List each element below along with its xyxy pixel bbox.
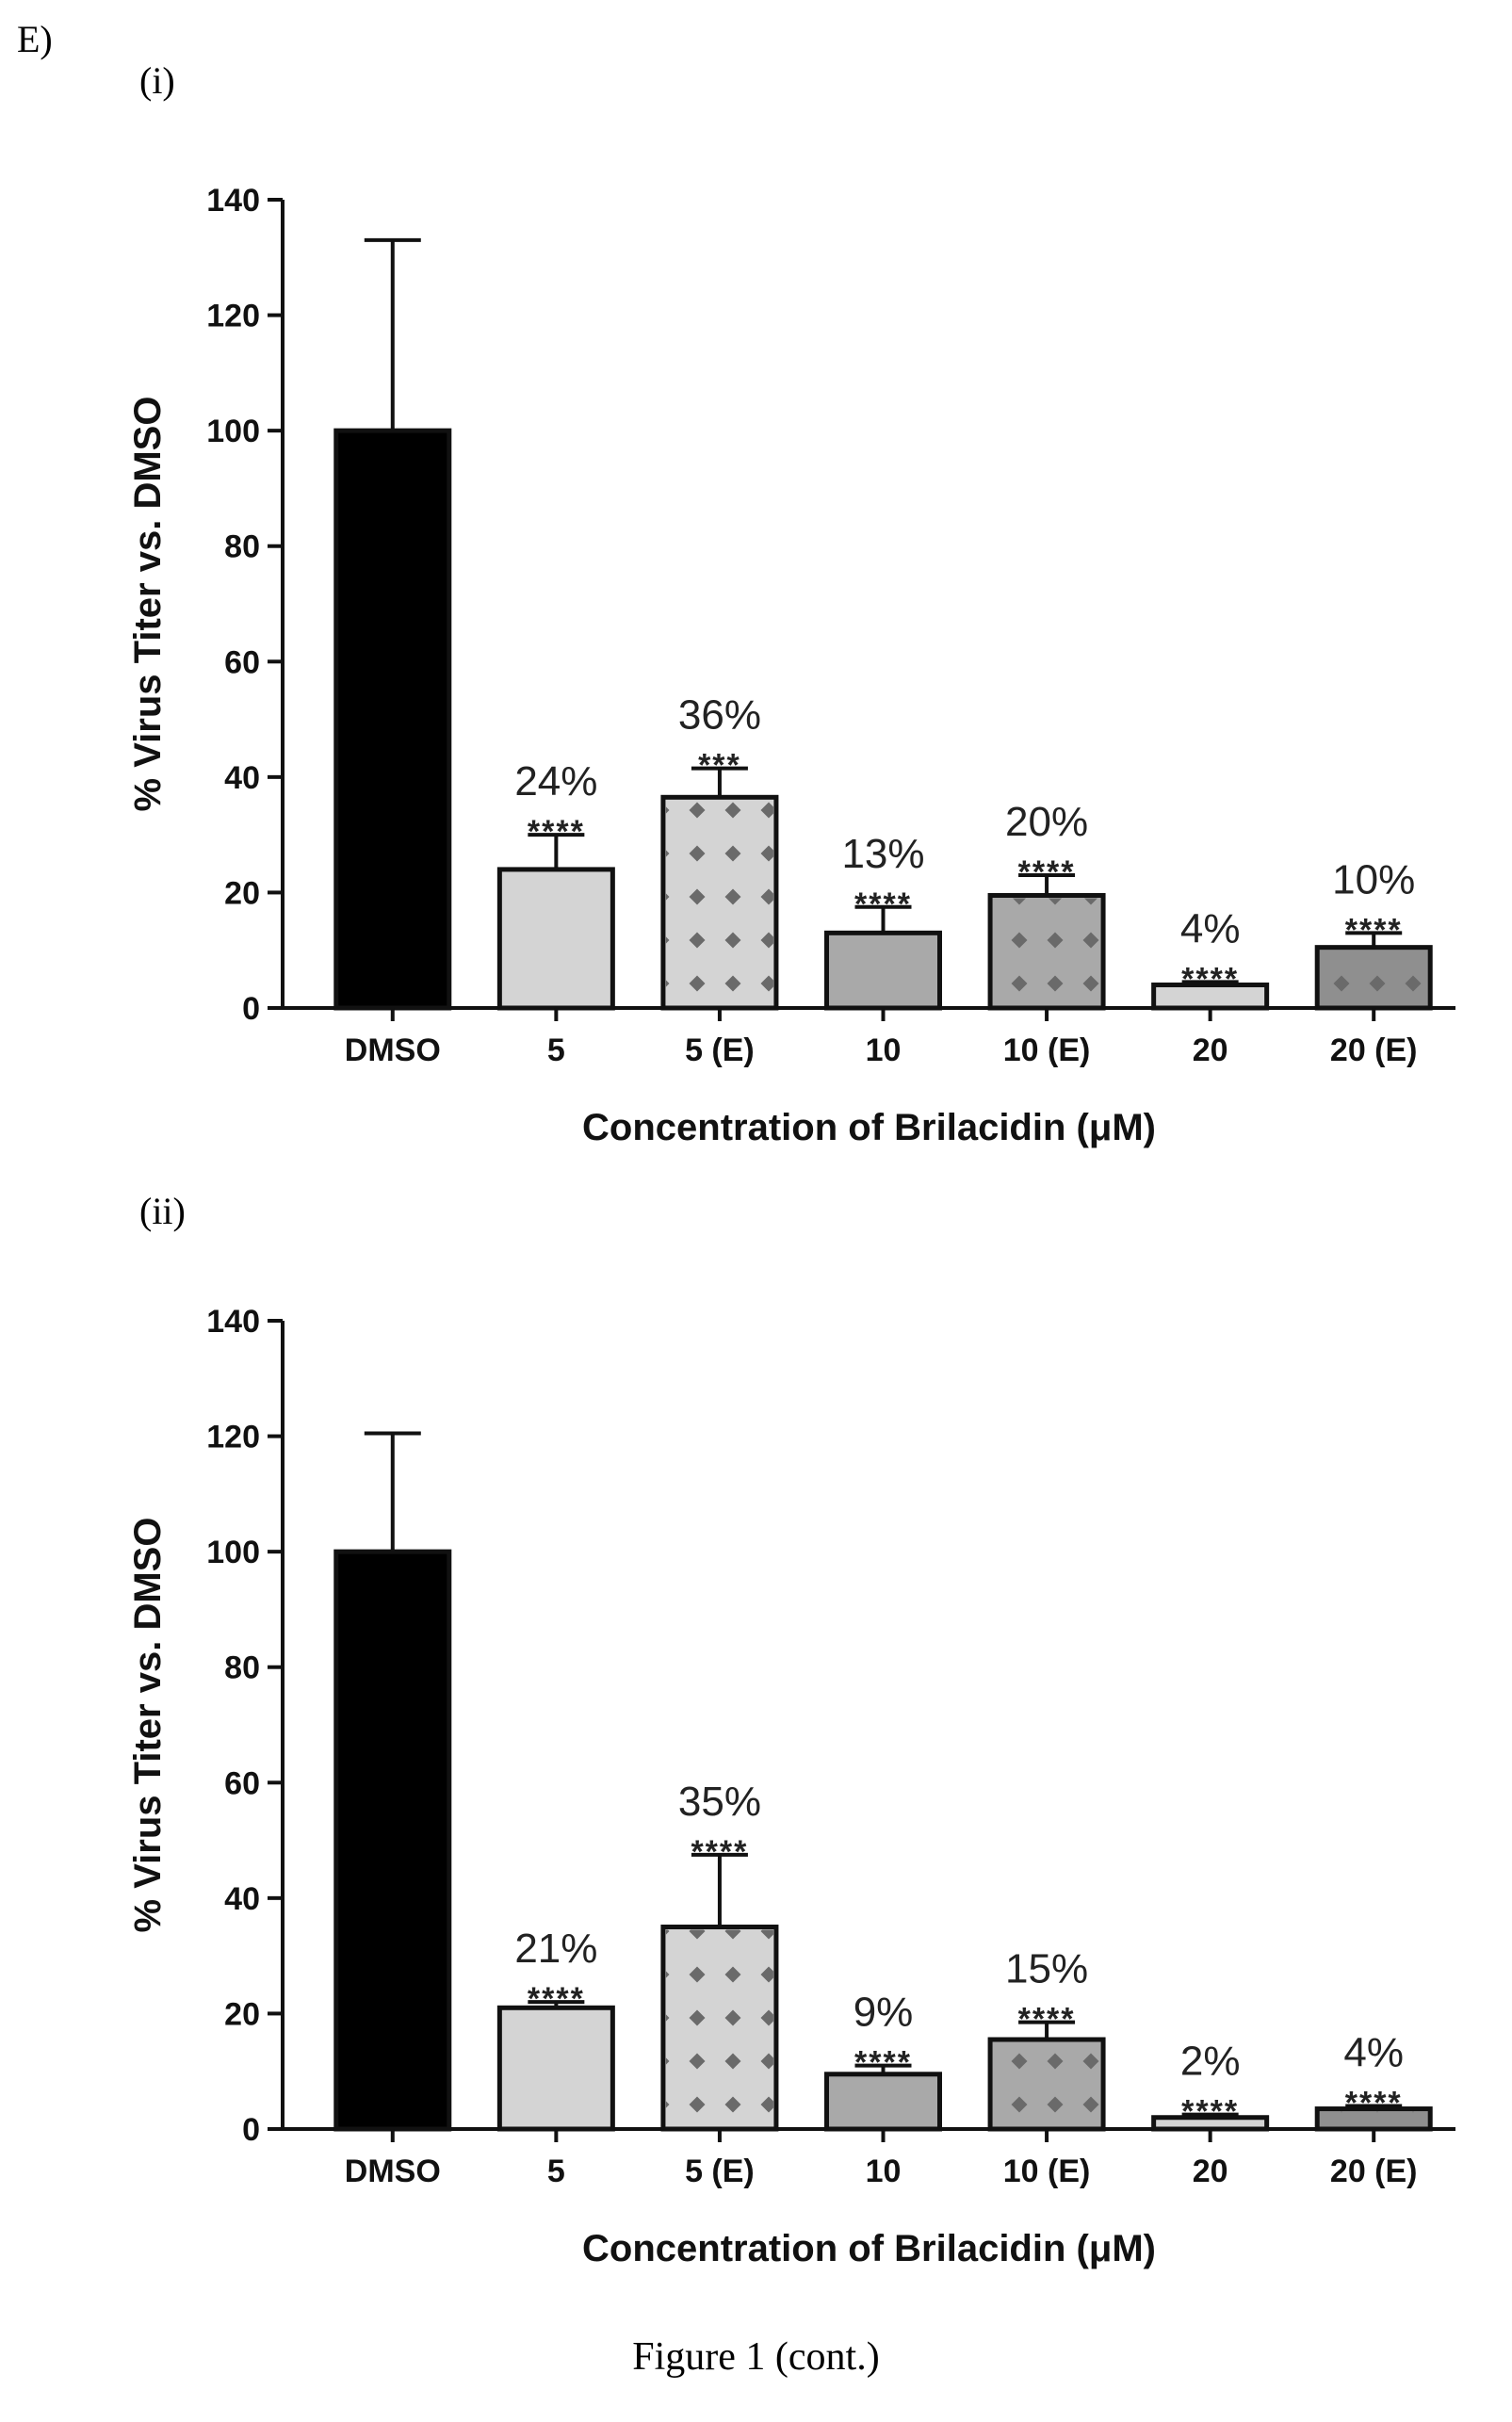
y-tick-label: 60 [224,644,260,680]
category-label: 20 [1193,1032,1228,1068]
bar-10 [824,2072,942,2132]
percent-label: 4% [1180,905,1241,951]
percent-label: 10% [1332,856,1415,902]
category-label: 5 [547,2154,565,2189]
y-tick-label: 0 [242,2112,260,2148]
percent-label: 21% [514,1926,597,1972]
significance-label: **** [528,1981,585,2017]
y-tick-label: 120 [206,299,260,334]
subpanel-label-ii: (ii) [139,1190,186,1232]
figure-caption: Figure 1 (cont.) [632,2335,880,2379]
percent-label: 13% [841,831,924,877]
bar-chart-ii: 0 20 40 60 80 100 120 140 % Virus Titer vs. DMSO… [127,1304,1455,2269]
percent-label: 4% [1343,2029,1404,2075]
y-tick-label: 140 [206,1304,260,1340]
bar-pattern [993,898,1101,1005]
category-label: DMSO [345,1032,441,1068]
bar-pattern [1320,2111,1428,2126]
significance-label: **** [528,814,585,850]
bar-chart-i: 0 20 40 60 80 100 120 140 % Virus Titer vs. DMSO… [127,183,1455,1148]
y-axis-title: % Virus Titer vs. DMSO [127,1518,169,1933]
subpanel-label-i: (i) [139,59,175,102]
x-axis-title: Concentration of Brilacidin (μM) [582,1107,1156,1148]
bar-10 [824,930,942,1011]
bar-dmso [333,1549,452,2132]
category-label: 5 (E) [685,2154,755,2189]
y-tick-label: 140 [206,183,260,219]
bar-dmso [333,428,452,1011]
significance-label: **** [691,1834,748,1870]
category-label: 20 [1193,2154,1228,2189]
bar-pattern [665,800,773,1005]
percent-label: 9% [854,1990,914,2036]
percent-label: 36% [678,692,761,739]
significance-label: **** [1345,912,1403,948]
percent-label: 24% [514,758,597,805]
category-label: 5 (E) [685,1032,755,1068]
y-tick-label: 80 [224,529,260,565]
y-axis-title: % Virus Titer vs. DMSO [127,397,169,812]
y-tick-label: 20 [224,1996,260,2032]
y-tick-label: 60 [224,1765,260,1801]
significance-label: **** [854,886,912,922]
percent-label: 2% [1180,2039,1241,2085]
y-tick-label: 80 [224,1650,260,1686]
significance-label: **** [1345,2085,1403,2121]
significance-label: **** [1018,854,1076,890]
category-label: 10 (E) [1003,2154,1091,2189]
bar-pattern [1320,950,1428,1005]
category-label: 20 (E) [1330,1032,1418,1068]
percent-label: 35% [678,1779,761,1825]
category-label: 10 (E) [1003,1032,1091,1068]
x-axis-title: Concentration of Brilacidin (μM) [582,2228,1156,2269]
y-tick-label: 120 [206,1420,260,1455]
bar-20 [1151,982,1270,1011]
significance-label: **** [1018,2002,1076,2038]
significance-label: **** [854,2045,912,2081]
y-tick-label: 100 [206,414,260,449]
percent-label: 15% [1005,1946,1088,1992]
category-label: DMSO [345,2154,441,2189]
significance-label: **** [1181,961,1239,997]
category-label: 5 [547,1032,565,1068]
category-label: 20 (E) [1330,2154,1418,2189]
y-tick-label: 20 [224,875,260,911]
panel-label: E) [17,18,53,60]
percent-label: 20% [1005,799,1088,845]
bar-5 [496,2005,615,2132]
significance-label: **** [1181,2094,1239,2130]
y-tick-label: 0 [242,991,260,1027]
bar-5 [496,867,615,1011]
significance-label: *** [698,748,741,784]
y-tick-label: 40 [224,1881,260,1917]
y-tick-label: 40 [224,760,260,796]
bar-pattern [665,1929,773,2126]
category-label: 10 [866,2154,902,2189]
bar-pattern [993,2042,1101,2126]
category-label: 10 [866,1032,902,1068]
y-tick-label: 100 [206,1535,260,1570]
